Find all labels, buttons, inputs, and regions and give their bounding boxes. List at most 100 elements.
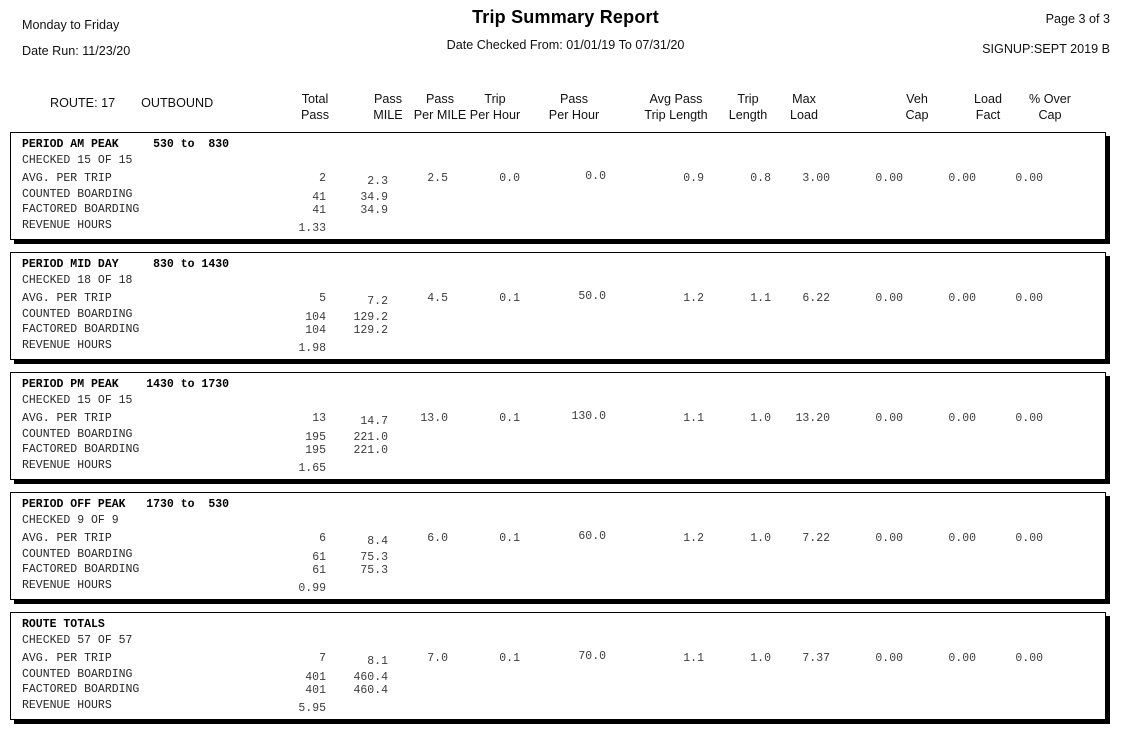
- cell-value: 2.3: [367, 175, 388, 188]
- cell-value: [771, 323, 830, 339]
- cell-value: 0.0: [585, 170, 606, 183]
- row-label: AVG. PER TRIP: [22, 532, 112, 545]
- cell-value: 13: [312, 412, 326, 425]
- cell-value: [976, 683, 1043, 699]
- cell-value: [704, 461, 771, 477]
- cell-value: [976, 221, 1043, 237]
- cell-value: [830, 683, 903, 699]
- cell-value: [830, 563, 903, 579]
- cell-value: [606, 221, 704, 237]
- table-row-avg-per-trip: AVG. PER TRIP 6 8.4 6.0 0.1 60.0 1.2 1.0 7.22 0.0…: [22, 530, 1043, 548]
- cell-value: 0.00: [1015, 652, 1043, 665]
- column-header-row: Total Pass Pass MILE Pass Per MILE Trip Per…: [0, 88, 1131, 132]
- row-label: AVG. PER TRIP: [22, 652, 112, 665]
- row-label: REVENUE HOURS: [22, 338, 112, 352]
- cell-value: [520, 701, 606, 717]
- cell-value: 7.2: [367, 295, 388, 308]
- cell-value: [704, 341, 771, 357]
- cell-value: 7.0: [427, 652, 448, 665]
- cell-value: [771, 341, 830, 357]
- cell-value: [326, 221, 388, 237]
- cell-value: 0.1: [499, 292, 520, 305]
- cell-value: [326, 581, 388, 597]
- cell-value: [448, 581, 520, 597]
- cell-value: 61: [312, 550, 326, 564]
- cell-value: [388, 341, 448, 357]
- page-indicator: Page 3 of 3: [1045, 12, 1110, 26]
- cell-value: [830, 461, 903, 477]
- cell-value: [771, 461, 830, 477]
- cell-value: [448, 461, 520, 477]
- column-header-trip-length: Trip Length: [728, 92, 768, 122]
- section-data-table: AVG. PER TRIP 7 8.1 7.0 0.1 70.0 1.1 1.0 7.37 0.0…: [22, 650, 1043, 715]
- header-left: Monday to Friday Date Run: 11/23/20 ROUT…: [22, 12, 213, 110]
- cell-value: 0.1: [499, 412, 520, 425]
- row-label: COUNTED BOARDING: [22, 307, 133, 321]
- schedule-label: Monday to Friday: [22, 18, 120, 32]
- cell-value: [976, 443, 1043, 459]
- cell-value: 6.0: [427, 532, 448, 545]
- cell-value: 0.00: [948, 532, 976, 545]
- column-header-pass-mile: Pass MILE: [373, 92, 403, 122]
- cell-value: [830, 443, 903, 459]
- row-label: REVENUE HOURS: [22, 218, 112, 232]
- cell-value: 0.9: [683, 172, 704, 185]
- cell-value: 4.5: [427, 292, 448, 305]
- cell-value: 0.00: [1015, 532, 1043, 545]
- cell-value: [448, 701, 520, 717]
- cell-value: 6.22: [802, 292, 830, 305]
- cell-value: 0.00: [948, 652, 976, 665]
- cell-value: [520, 683, 606, 699]
- table-row-counted-boarding: COUNTED BOARDING 401 460.4: [22, 667, 1043, 684]
- cell-value: [704, 563, 771, 579]
- cell-value: 460.4: [353, 684, 388, 697]
- cell-value: 2.5: [427, 172, 448, 185]
- section-checked-count: CHECKED 9 OF 9: [22, 513, 119, 527]
- cell-value: [771, 443, 830, 459]
- row-label: COUNTED BOARDING: [22, 427, 133, 441]
- report-section-period-am-peak: PERIOD AM PEAK 530 to 830 CHECKED 15 OF 1…: [10, 132, 1106, 240]
- table-row-factored-boarding: FACTORED BOARDING 41 34.9: [22, 202, 1043, 218]
- report-sections: PERIOD AM PEAK 530 to 830 CHECKED 15 OF 1…: [0, 132, 1131, 720]
- cell-value: 0.00: [875, 532, 903, 545]
- section-title: PERIOD MID DAY 830 to 1430: [22, 258, 230, 271]
- cell-value: [771, 683, 830, 699]
- cell-value: [903, 323, 976, 339]
- section-checked-count: CHECKED 57 OF 57: [22, 633, 133, 647]
- section-title: ROUTE TOTALS: [22, 618, 105, 631]
- cell-value: [520, 203, 606, 219]
- cell-value: [830, 221, 903, 237]
- cell-value: [388, 683, 448, 699]
- cell-value: 75.3: [360, 550, 388, 564]
- cell-value: [903, 203, 976, 219]
- row-label: COUNTED BOARDING: [22, 667, 133, 681]
- table-row-avg-per-trip: AVG. PER TRIP 13 14.7 13.0 0.1 130.0 1.1 1.0 13.…: [22, 410, 1043, 428]
- cell-value: 130.0: [571, 410, 606, 423]
- cell-value: 1.1: [683, 652, 704, 665]
- cell-value: [448, 341, 520, 357]
- section-checked-count: CHECKED 15 OF 15: [22, 393, 133, 407]
- column-header-pass-per-mile: Pass Per MILE: [413, 92, 467, 122]
- cell-value: [520, 323, 606, 339]
- column-header-veh-cap: Veh Cap: [905, 92, 929, 122]
- cell-value: 0.0: [499, 172, 520, 185]
- cell-value: [388, 461, 448, 477]
- cell-value: [388, 203, 448, 219]
- row-label: FACTORED BOARDING: [22, 203, 140, 216]
- cell-value: [388, 443, 448, 459]
- cell-value: 8.4: [367, 535, 388, 548]
- cell-value: [903, 701, 976, 717]
- cell-value: [326, 701, 388, 717]
- cell-value: [448, 683, 520, 699]
- cell-value: 41: [312, 190, 326, 204]
- column-header-pass-per-hour: Pass Per Hour: [548, 92, 600, 122]
- cell-value: [903, 563, 976, 579]
- cell-value: 0.1: [499, 532, 520, 545]
- cell-value: 104: [305, 310, 326, 324]
- cell-value: [771, 203, 830, 219]
- cell-value: 34.9: [360, 190, 388, 204]
- cell-value: [704, 203, 771, 219]
- table-row-factored-boarding: FACTORED BOARDING 61 75.3: [22, 562, 1043, 578]
- cell-value: 0.00: [948, 172, 976, 185]
